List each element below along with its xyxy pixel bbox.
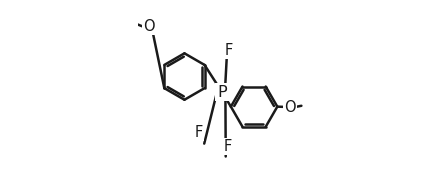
Text: O: O	[143, 19, 155, 34]
Text: O: O	[127, 19, 139, 34]
Text: F: F	[225, 43, 233, 58]
Text: O: O	[284, 100, 296, 115]
Text: P: P	[217, 84, 227, 100]
Text: O: O	[134, 19, 146, 34]
Text: F: F	[195, 125, 203, 140]
Text: F: F	[223, 139, 232, 154]
